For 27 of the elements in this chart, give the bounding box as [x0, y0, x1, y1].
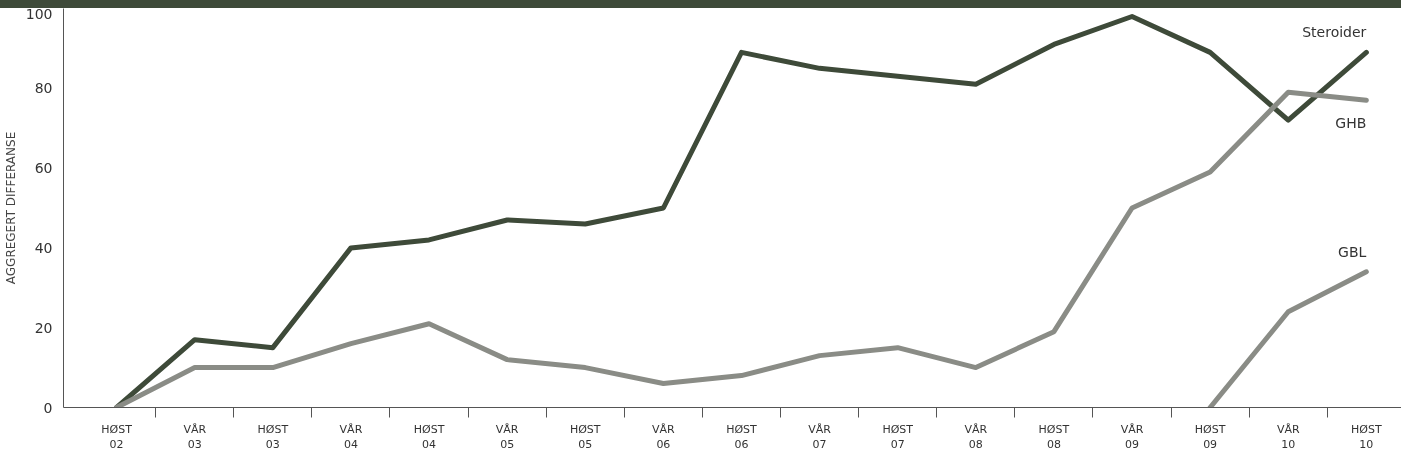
y-tick-label: 0 — [43, 399, 53, 416]
x-tick-label: VÅR 10 — [1276, 422, 1300, 452]
x-tick-label: VÅR 09 — [1120, 422, 1144, 452]
x-tick-label: HØST 08 — [1038, 422, 1070, 452]
x-tick-label: HØST 09 — [1194, 422, 1226, 452]
x-tick-label: HØST 04 — [413, 422, 445, 452]
series-label: GHB — [1335, 115, 1367, 132]
x-tick-label: HØST 05 — [569, 422, 601, 452]
x-tick-label: HØST 10 — [1351, 422, 1382, 452]
y-tick-label: 80 — [34, 80, 53, 97]
y-tick-label: 20 — [34, 319, 53, 336]
y-tick-label: 100 — [25, 5, 53, 22]
y-tick-label: 40 — [34, 239, 53, 256]
series-label: Steroider — [1302, 24, 1367, 41]
x-tick-label: VÅR 03 — [183, 422, 207, 452]
x-tick-label: VÅR 07 — [808, 422, 832, 452]
x-tick-label: HØST 07 — [882, 422, 914, 452]
y-tick-label: 60 — [34, 160, 53, 177]
x-tick-label: VÅR 08 — [964, 422, 988, 452]
series-label: GBL — [1338, 243, 1367, 260]
x-tick-label: VÅR 04 — [339, 422, 363, 452]
x-tick-label: HØST 06 — [726, 422, 758, 452]
x-tick-label: VÅR 05 — [495, 422, 519, 452]
x-tick-label: VÅR 06 — [652, 422, 676, 452]
x-tick-label: HØST 02 — [101, 422, 133, 452]
x-tick-label: HØST 03 — [257, 422, 289, 452]
y-axis-title: AGGREGERT DIFFERANSE — [3, 131, 18, 285]
